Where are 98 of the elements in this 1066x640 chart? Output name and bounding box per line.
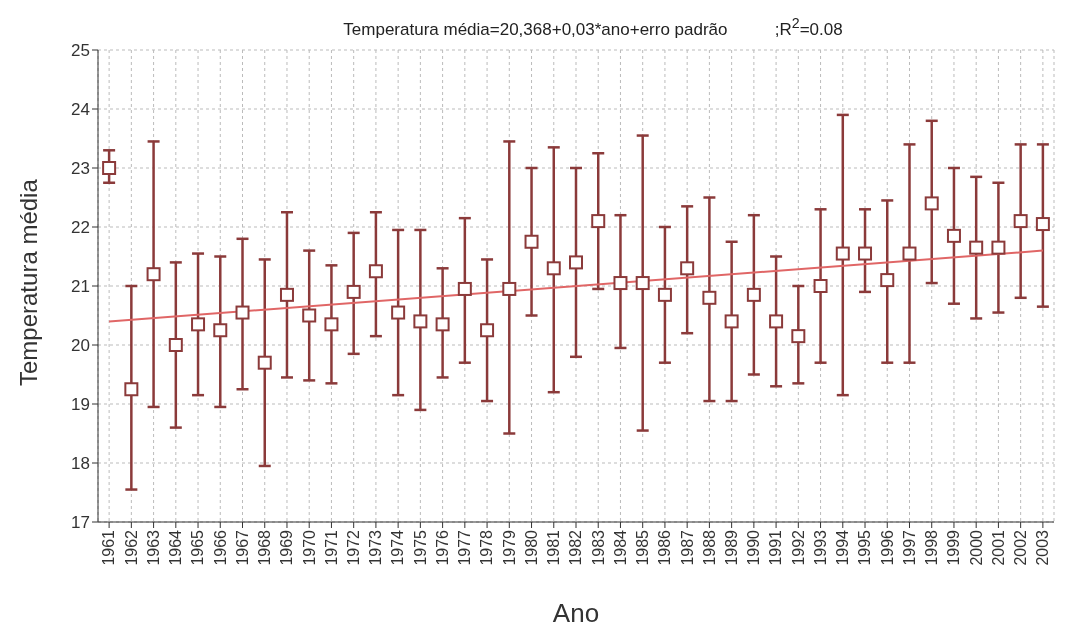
point (213, 323, 228, 338)
point (724, 314, 739, 329)
y-tick-label: 20 (71, 336, 90, 356)
point (457, 281, 472, 296)
point (524, 234, 539, 249)
x-tick-label: 1975 (411, 529, 429, 566)
x-tick-label: 1988 (700, 529, 718, 566)
x-tick-label: 1966 (211, 529, 229, 566)
x-tick-label: 1978 (478, 529, 496, 566)
x-tick-label: 1976 (433, 529, 451, 566)
point (613, 276, 628, 291)
point (635, 276, 650, 291)
x-tick-label: 1964 (167, 529, 185, 566)
y-tick-label: 24 (71, 100, 90, 120)
point (191, 317, 206, 332)
x-tick-label: 1991 (767, 529, 785, 566)
x-tick-label: 2002 (1012, 529, 1030, 566)
x-tick-label: 1995 (856, 529, 874, 566)
x-tick-label: 1979 (500, 529, 518, 566)
x-tick-label: 1985 (634, 529, 652, 566)
chart-title: Temperatura média=20,368+0,03*ano+erro padrão ;R$^{2}$=0.08 (342, 14, 844, 39)
x-tick-label: 1982 (567, 529, 585, 566)
x-tick-label: 1971 (322, 529, 340, 566)
x-tick-label: 1996 (878, 529, 896, 566)
x-tick-label: 2001 (989, 529, 1007, 566)
x-tick-label: 1973 (367, 529, 385, 566)
point (946, 228, 961, 243)
point (413, 314, 428, 329)
x-tick-label: 2000 (967, 529, 985, 566)
point (680, 261, 695, 276)
x-tick-label: 1998 (923, 529, 941, 566)
x-tick-label: 1961 (100, 529, 118, 566)
point (813, 279, 828, 293)
x-tick-label: 1986 (656, 529, 674, 566)
point (435, 317, 450, 332)
x-tick-label: 1965 (189, 529, 207, 566)
y-tick-label: 18 (71, 454, 90, 474)
point (1013, 214, 1028, 229)
x-tick-label: 1980 (522, 529, 540, 566)
x-axis-title: Ano (552, 598, 600, 628)
point (769, 314, 784, 329)
point (279, 287, 294, 302)
x-tick-label: 1993 (811, 529, 829, 566)
x-tick-label: 1997 (900, 529, 918, 566)
point (858, 246, 873, 261)
x-tick-label: 1967 (233, 529, 251, 566)
point (591, 214, 606, 229)
x-tick-label: 1968 (256, 529, 274, 566)
x-tick-label: 1992 (789, 529, 807, 566)
point (1035, 217, 1050, 232)
point (791, 329, 806, 344)
y-tick-label: 19 (71, 395, 90, 415)
point (480, 323, 495, 338)
x-tick-label: 1962 (122, 529, 140, 566)
point (391, 305, 406, 320)
point (346, 284, 361, 299)
x-tick-label: 1970 (300, 529, 318, 566)
y-tick-label: 22 (71, 218, 90, 238)
x-tick-label: 1974 (389, 529, 407, 566)
point (324, 317, 339, 332)
point (835, 246, 850, 261)
x-tick-label: 1977 (456, 529, 474, 566)
point (569, 255, 583, 270)
x-tick-label: 1972 (345, 529, 363, 566)
point (746, 287, 761, 302)
point (257, 355, 272, 370)
point (168, 338, 183, 352)
point (235, 305, 250, 320)
point (969, 240, 984, 255)
y-tick-label: 21 (71, 277, 90, 297)
x-tick-label: 2003 (1034, 529, 1052, 566)
x-tick-label: 1981 (545, 529, 563, 566)
x-tick-label: 1983 (589, 529, 607, 566)
point (546, 261, 561, 276)
point (902, 246, 917, 261)
x-tick-label: 1969 (278, 529, 296, 566)
point (502, 281, 517, 296)
point (102, 161, 117, 175)
y-tick-label: 23 (71, 159, 90, 179)
y-axis-title: Temperatura média (14, 178, 42, 386)
x-tick-label: 1984 (611, 529, 629, 566)
point (146, 267, 161, 282)
y-tick-label: 25 (71, 41, 90, 61)
point (991, 240, 1006, 255)
x-tick-label: 1989 (722, 529, 740, 566)
point (880, 273, 895, 288)
x-tick-label: 1990 (745, 529, 763, 566)
x-tick-label: 1994 (834, 529, 852, 566)
x-tick-label: 1987 (678, 529, 696, 566)
point (124, 382, 139, 397)
point (657, 287, 672, 302)
x-tick-label: 1963 (144, 529, 162, 566)
point (702, 290, 717, 305)
y-tick-label: 17 (71, 513, 90, 533)
point (368, 264, 383, 279)
point (924, 196, 939, 211)
x-tick-label: 1999 (945, 529, 963, 566)
point (302, 308, 317, 323)
